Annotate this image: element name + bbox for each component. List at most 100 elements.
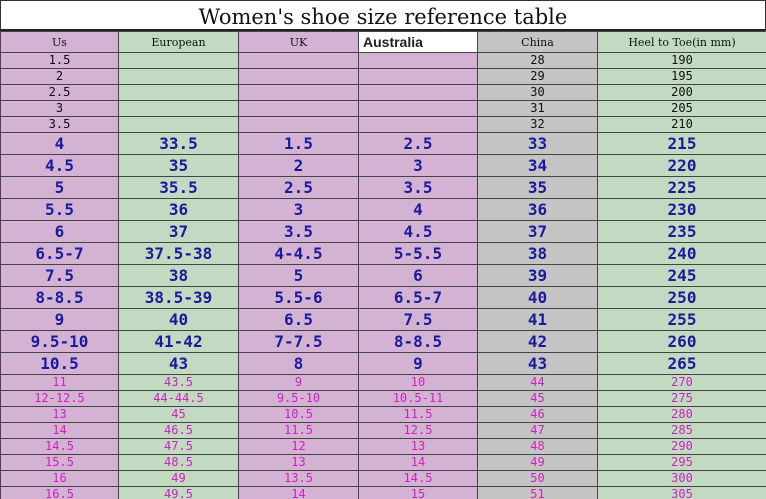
cell-australia: 9 <box>358 352 478 375</box>
cell-china: 41 <box>477 308 598 331</box>
cell-australia <box>358 84 478 101</box>
cell-heel-to-toe: 245 <box>597 264 766 287</box>
cell-us: 9 <box>0 308 119 331</box>
table-row: 5.5 36 3 4 36 230 <box>0 198 766 221</box>
cell-china: 36 <box>477 198 598 221</box>
cell-uk: 2 <box>238 154 359 177</box>
table-row: 13 45 10.5 11.5 46 280 <box>0 406 766 423</box>
cell-australia <box>358 52 478 69</box>
cell-us: 1.5 <box>0 52 119 69</box>
cell-china: 35 <box>477 176 598 199</box>
cell-us: 11 <box>0 374 119 391</box>
cell-australia: 4.5 <box>358 220 478 243</box>
cell-european <box>118 52 239 69</box>
cell-uk <box>238 68 359 85</box>
table-row: 7.5 38 5 6 39 245 <box>0 264 766 287</box>
cell-heel-to-toe: 270 <box>597 374 766 391</box>
cell-uk: 2.5 <box>238 176 359 199</box>
cell-australia: 10.5-11 <box>358 390 478 407</box>
cell-us: 5 <box>0 176 119 199</box>
cell-china: 44 <box>477 374 598 391</box>
cell-china: 51 <box>477 486 598 499</box>
cell-us: 2 <box>0 68 119 85</box>
cell-european: 46.5 <box>118 422 239 439</box>
cell-china: 28 <box>477 52 598 69</box>
cell-us: 6.5-7 <box>0 242 119 265</box>
cell-heel-to-toe: 190 <box>597 52 766 69</box>
cell-heel-to-toe: 240 <box>597 242 766 265</box>
table-row: 16.5 49.5 14 15 51 305 <box>0 486 766 499</box>
table-row: 2.5 30 200 <box>0 84 766 101</box>
cell-china: 40 <box>477 286 598 309</box>
cell-european: 40 <box>118 308 239 331</box>
cell-australia: 15 <box>358 486 478 499</box>
cell-china: 42 <box>477 330 598 353</box>
cell-australia: 14 <box>358 454 478 471</box>
cell-heel-to-toe: 265 <box>597 352 766 375</box>
cell-uk: 11.5 <box>238 422 359 439</box>
cell-uk: 9 <box>238 374 359 391</box>
cell-china: 29 <box>477 68 598 85</box>
cell-uk: 1.5 <box>238 132 359 155</box>
table-row: 12-12.5 44-44.5 9.5-10 10.5-11 45 275 <box>0 390 766 407</box>
cell-european: 33.5 <box>118 132 239 155</box>
cell-european: 37.5-38 <box>118 242 239 265</box>
cell-us: 4.5 <box>0 154 119 177</box>
cell-uk: 6.5 <box>238 308 359 331</box>
table-row: 10.5 43 8 9 43 265 <box>0 352 766 375</box>
cell-heel-to-toe: 215 <box>597 132 766 155</box>
header-australia: Australia <box>358 31 478 53</box>
cell-china: 34 <box>477 154 598 177</box>
cell-australia: 8-8.5 <box>358 330 478 353</box>
cell-australia: 4 <box>358 198 478 221</box>
cell-china: 47 <box>477 422 598 439</box>
cell-uk: 7-7.5 <box>238 330 359 353</box>
cell-australia: 6.5-7 <box>358 286 478 309</box>
table-row: 8-8.5 38.5-39 5.5-6 6.5-7 40 250 <box>0 286 766 309</box>
cell-australia: 11.5 <box>358 406 478 423</box>
cell-european: 48.5 <box>118 454 239 471</box>
cell-australia: 5-5.5 <box>358 242 478 265</box>
cell-heel-to-toe: 225 <box>597 176 766 199</box>
cell-us: 5.5 <box>0 198 119 221</box>
cell-us: 3.5 <box>0 116 119 133</box>
header-us: Us <box>0 31 119 53</box>
cell-china: 50 <box>477 470 598 487</box>
cell-china: 37 <box>477 220 598 243</box>
cell-australia: 3.5 <box>358 176 478 199</box>
cell-australia: 12.5 <box>358 422 478 439</box>
cell-heel-to-toe: 290 <box>597 438 766 455</box>
cell-heel-to-toe: 255 <box>597 308 766 331</box>
cell-european: 37 <box>118 220 239 243</box>
cell-uk: 13 <box>238 454 359 471</box>
cell-china: 39 <box>477 264 598 287</box>
cell-china: 33 <box>477 132 598 155</box>
cell-heel-to-toe: 295 <box>597 454 766 471</box>
cell-china: 30 <box>477 84 598 101</box>
cell-heel-to-toe: 305 <box>597 486 766 499</box>
cell-european: 47.5 <box>118 438 239 455</box>
cell-china: 45 <box>477 390 598 407</box>
cell-us: 14.5 <box>0 438 119 455</box>
cell-european: 35.5 <box>118 176 239 199</box>
cell-us: 16.5 <box>0 486 119 499</box>
cell-australia <box>358 68 478 85</box>
cell-china: 43 <box>477 352 598 375</box>
header-uk: UK <box>238 31 359 53</box>
cell-heel-to-toe: 210 <box>597 116 766 133</box>
cell-european: 36 <box>118 198 239 221</box>
cell-european: 38 <box>118 264 239 287</box>
cell-china: 38 <box>477 242 598 265</box>
cell-australia <box>358 100 478 117</box>
cell-australia: 3 <box>358 154 478 177</box>
table-row: 14.5 47.5 12 13 48 290 <box>0 438 766 455</box>
cell-european <box>118 84 239 101</box>
cell-european: 49.5 <box>118 486 239 499</box>
cell-australia <box>358 116 478 133</box>
cell-australia: 14.5 <box>358 470 478 487</box>
cell-european: 35 <box>118 154 239 177</box>
cell-european: 43.5 <box>118 374 239 391</box>
cell-uk <box>238 116 359 133</box>
cell-us: 16 <box>0 470 119 487</box>
